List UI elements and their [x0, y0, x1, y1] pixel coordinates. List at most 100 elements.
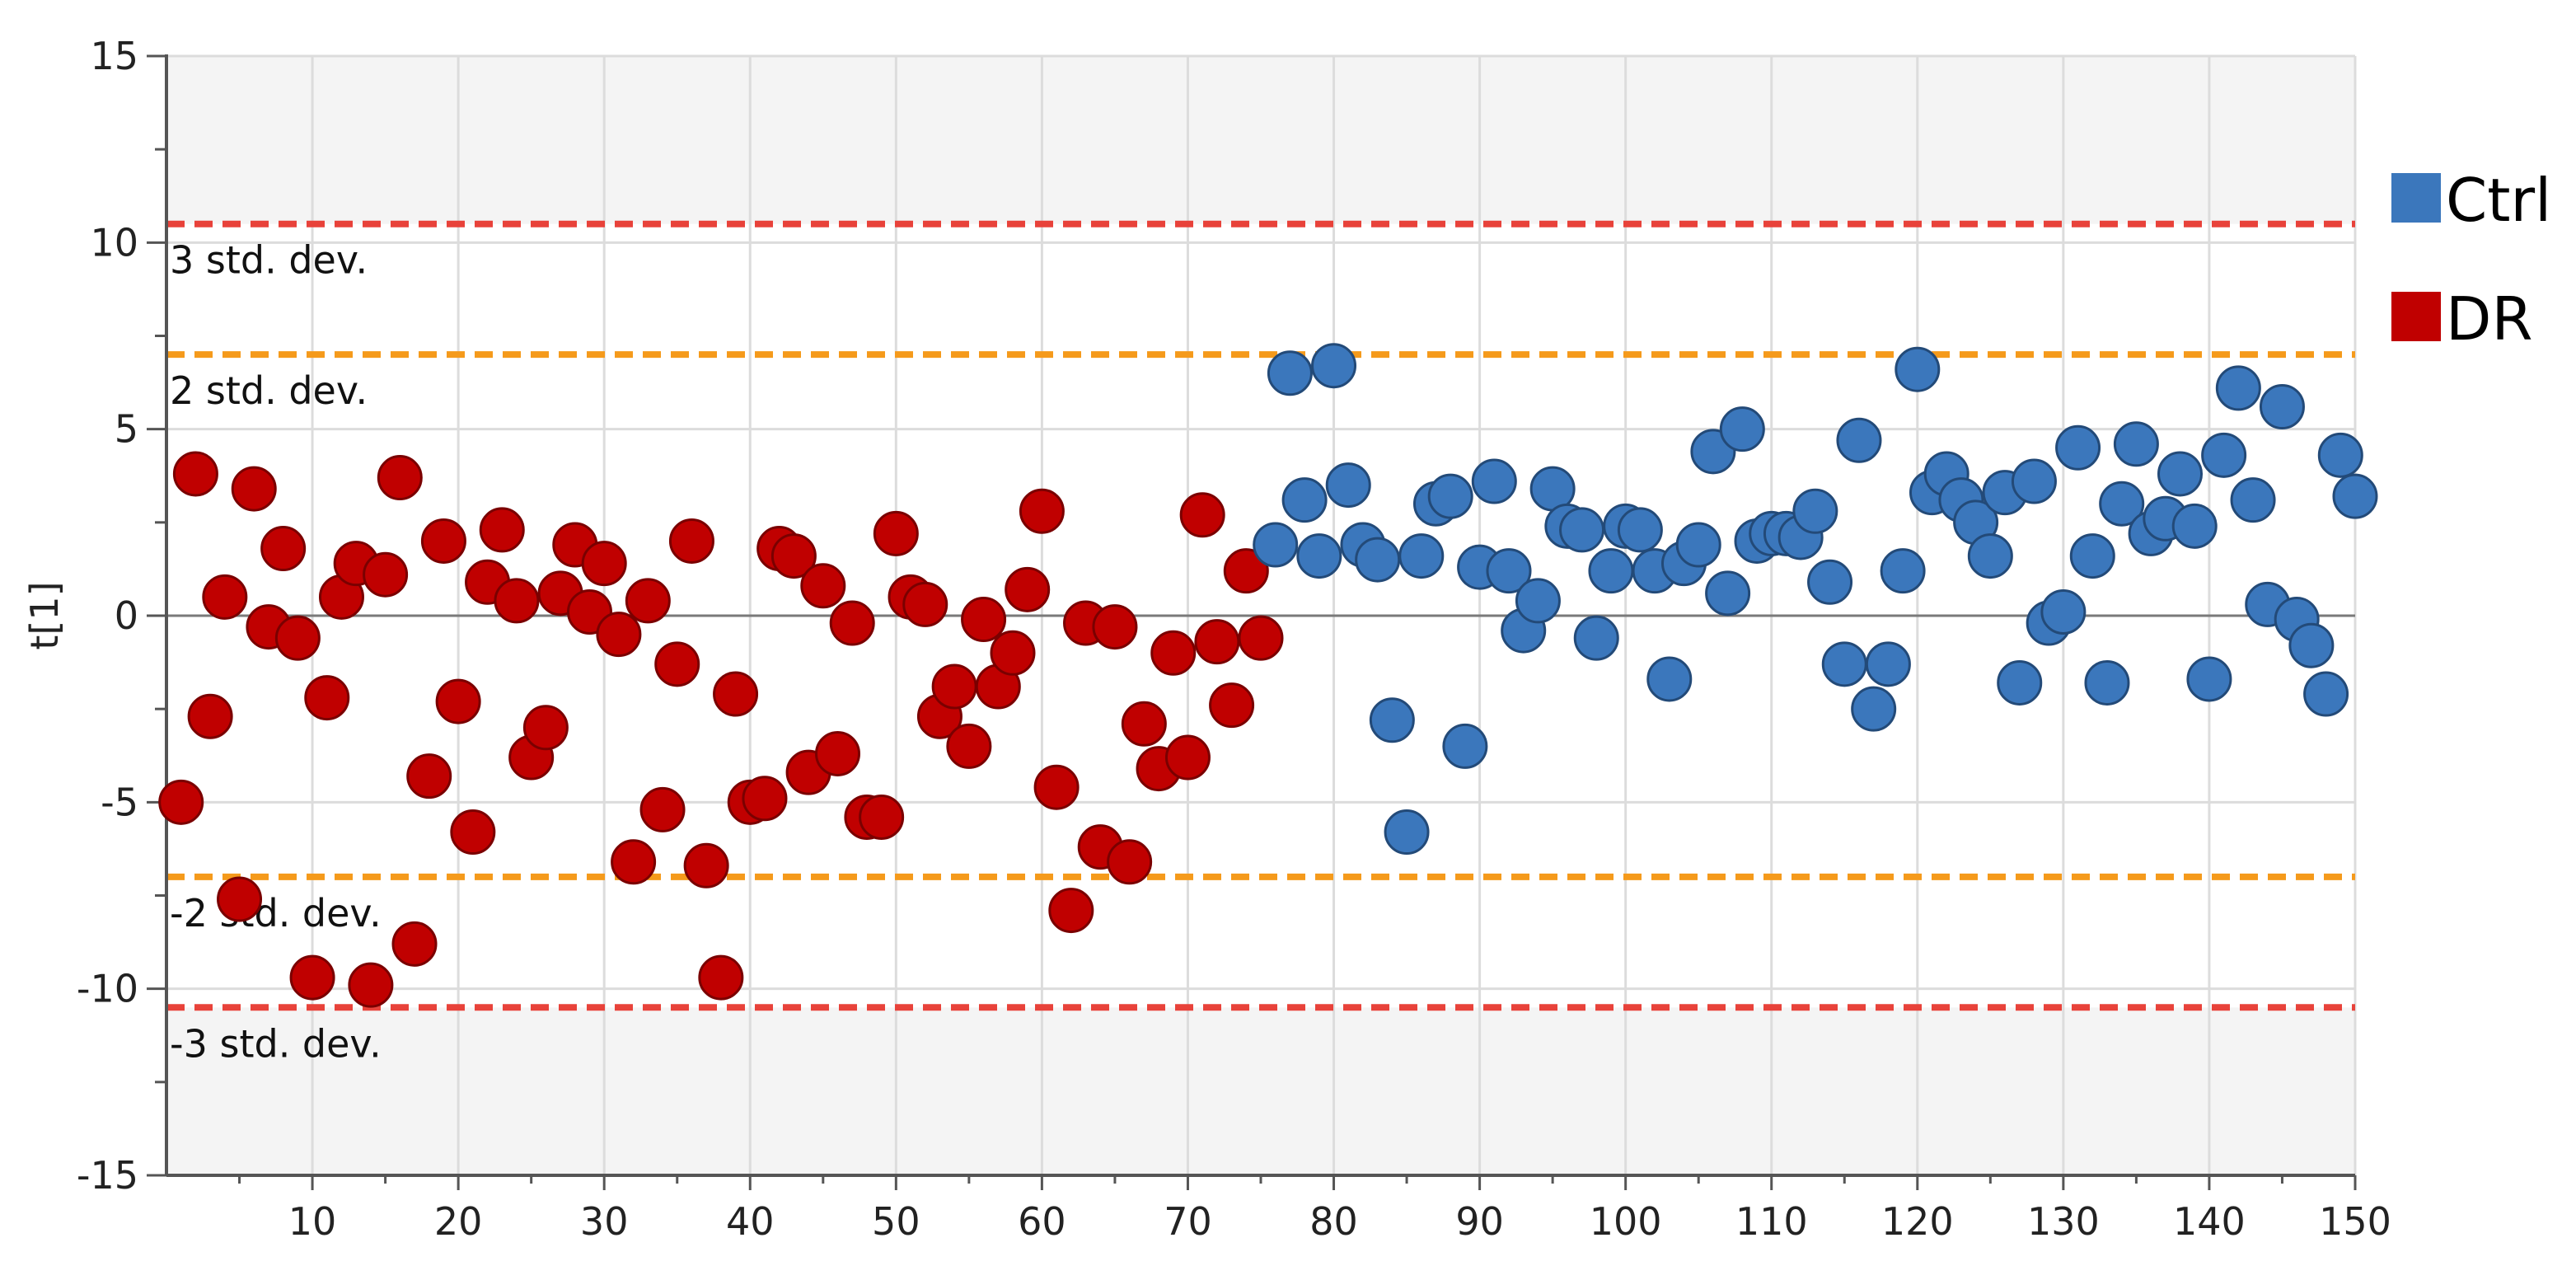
- data-point: [1048, 888, 1094, 934]
- data-point: [1705, 570, 1751, 617]
- data-point: [522, 705, 569, 751]
- legend-swatch: [2391, 173, 2441, 223]
- data-point: [406, 753, 452, 799]
- data-point: [1807, 559, 1853, 605]
- data-point: [1821, 641, 1867, 687]
- data-point: [1851, 686, 1897, 732]
- data-point: [2069, 533, 2115, 579]
- data-point: [654, 641, 700, 687]
- data-point: [2186, 656, 2232, 702]
- x-tick-label: 140: [2173, 1199, 2246, 1244]
- x-tick-label: 150: [2319, 1199, 2391, 1244]
- series-ctrl: [1253, 343, 2378, 856]
- data-point: [1646, 656, 1693, 702]
- data-point: [1107, 839, 1153, 885]
- x-tick-label: 110: [1735, 1199, 1808, 1244]
- legend-label: Ctrl: [2446, 166, 2551, 235]
- data-point: [1150, 630, 1197, 676]
- legend: Ctrl DR: [2391, 166, 2551, 354]
- data-point: [829, 600, 875, 646]
- data-point: [1092, 604, 1138, 650]
- data-point: [1253, 522, 1299, 568]
- data-point: [450, 809, 496, 856]
- y-tick-label: 0: [115, 593, 138, 638]
- data-point: [2259, 384, 2305, 430]
- data-point: [391, 921, 438, 967]
- data-point: [494, 578, 540, 624]
- outer-bands: [166, 56, 2355, 1175]
- y-tick-label: 10: [90, 220, 138, 265]
- data-point: [1559, 507, 1605, 553]
- data-point: [815, 730, 861, 776]
- data-point: [946, 723, 992, 769]
- data-point: [1865, 641, 1911, 687]
- data-point: [2011, 458, 2057, 504]
- data-point: [990, 630, 1036, 676]
- data-point: [596, 612, 642, 658]
- data-point: [2113, 421, 2159, 467]
- x-tick-label: 40: [726, 1199, 775, 1244]
- data-point: [2317, 432, 2363, 478]
- lower-band: [166, 1007, 2355, 1175]
- data-point: [639, 786, 686, 832]
- data-point: [1267, 350, 1313, 396]
- y-tick-label: -15: [77, 1153, 138, 1198]
- data-point: [1486, 548, 1532, 594]
- data-point: [304, 675, 350, 721]
- data-point: [2157, 451, 2204, 497]
- data-point: [683, 842, 729, 888]
- data-point: [1997, 659, 2043, 706]
- data-point: [435, 678, 481, 724]
- data-point: [581, 541, 627, 587]
- data-point: [668, 518, 714, 564]
- data-point: [2332, 473, 2378, 519]
- x-tick-label: 80: [1309, 1199, 1358, 1244]
- data-point: [859, 794, 905, 840]
- data-point: [1355, 537, 1401, 583]
- data-point: [1179, 492, 1225, 538]
- limit-line-label: 3 std. dev.: [170, 238, 368, 283]
- data-point: [1238, 615, 1284, 661]
- data-point: [289, 954, 335, 1001]
- data-point: [363, 551, 409, 598]
- data-point: [625, 578, 671, 624]
- data-point: [1164, 734, 1211, 781]
- x-tick-label: 60: [1018, 1199, 1066, 1244]
- upper-band: [166, 56, 2355, 224]
- x-tick-label: 10: [288, 1199, 337, 1244]
- data-point: [1967, 533, 2013, 579]
- x-axis-ticks: 10 20 30 40 50 60 70 80 90 100 110 120 130 140 150: [238, 1175, 2391, 1244]
- legend-label: DR: [2446, 284, 2532, 354]
- data-point: [2215, 365, 2261, 411]
- data-point: [348, 962, 394, 1008]
- data-point: [2288, 622, 2335, 668]
- data-point: [1325, 462, 1371, 509]
- data-point: [2171, 503, 2218, 549]
- data-point: [2040, 588, 2087, 635]
- data-point: [420, 518, 466, 564]
- data-point: [1005, 566, 1051, 612]
- data-point: [274, 615, 321, 661]
- x-tick-label: 120: [1881, 1199, 1954, 1244]
- data-point: [713, 671, 759, 717]
- data-point: [479, 507, 525, 553]
- data-point: [1398, 533, 1445, 579]
- data-point: [1895, 346, 1941, 392]
- data-point: [698, 954, 744, 1001]
- legend-swatch: [2391, 292, 2441, 341]
- data-point: [1121, 701, 1167, 747]
- data-point: [2201, 432, 2247, 478]
- data-point: [2303, 671, 2349, 717]
- data-point: [1384, 809, 1430, 856]
- data-point: [611, 839, 657, 885]
- data-point: [873, 510, 919, 556]
- y-tick-label: 5: [115, 407, 138, 452]
- x-tick-label: 20: [434, 1199, 483, 1244]
- limit-line-label: 2 std. dev.: [170, 368, 368, 413]
- data-point: [187, 693, 233, 739]
- data-point: [1194, 619, 1240, 665]
- x-tick-label: 90: [1455, 1199, 1504, 1244]
- data-point: [770, 533, 817, 579]
- data-point: [1792, 488, 1838, 534]
